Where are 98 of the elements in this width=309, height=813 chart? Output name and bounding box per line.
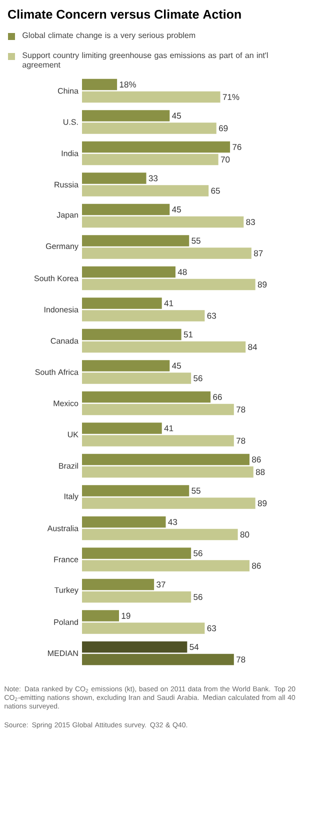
data-label: 56: [194, 375, 202, 382]
y-tick-label: France: [54, 556, 78, 562]
data-label: 69: [219, 125, 228, 132]
bar: [82, 454, 250, 466]
bar: [82, 528, 238, 540]
bar: [82, 204, 170, 216]
y-tick-label: Poland: [54, 619, 78, 625]
data-label: 83: [246, 219, 255, 226]
bar: [82, 216, 244, 228]
data-label: 41: [164, 425, 174, 432]
y-tick-label: MEDIAN: [48, 650, 78, 656]
y-tick-label: Russia: [54, 182, 78, 188]
y-tick-label: Brazil: [59, 462, 78, 469]
data-label: 88: [256, 469, 265, 476]
bar: [82, 141, 230, 153]
bar: [82, 266, 176, 278]
bar: [82, 278, 256, 290]
bar: [82, 560, 250, 572]
bar: [82, 391, 211, 403]
data-label: 43: [168, 519, 178, 526]
data-label: 86: [252, 456, 261, 463]
data-label: 63: [207, 312, 216, 319]
y-tick-label: China: [58, 88, 78, 94]
bar: [82, 435, 234, 446]
bar: [82, 516, 166, 528]
y-tick-label: India: [62, 150, 78, 156]
legend-label: Support country limiting greenhouse gas emissions as part of an int'l agreement: [22, 52, 268, 70]
data-label: 86: [252, 562, 261, 569]
y-tick-label: South Africa: [35, 369, 78, 375]
data-label: 78: [236, 406, 246, 413]
data-label: 51: [184, 332, 193, 338]
data-label: 80: [240, 532, 250, 538]
bar: [82, 466, 254, 478]
bar: [82, 422, 162, 434]
data-label: 33: [148, 175, 158, 182]
data-label: 76: [232, 144, 242, 150]
data-label: 45: [172, 206, 181, 212]
data-label: 56: [194, 594, 202, 600]
bar: [82, 328, 182, 340]
chart-title: Climate Concern versus Climate Action: [8, 10, 241, 19]
data-label: 56: [194, 550, 202, 556]
data-label: 89: [258, 282, 267, 288]
bar: [82, 185, 209, 196]
bar: [82, 404, 234, 416]
y-tick-label: South Korea: [34, 275, 78, 282]
data-label: 89: [258, 500, 267, 506]
bar: [82, 578, 154, 590]
data-label: 48: [178, 269, 187, 276]
y-tick-label: Canada: [50, 338, 78, 344]
data-label: 54: [190, 644, 199, 650]
data-label: 78: [236, 656, 246, 663]
bar: [82, 235, 190, 246]
y-tick-label: Italy: [64, 493, 78, 501]
y-tick-label: Indonesia: [44, 306, 78, 312]
y-tick-label: U.S.: [64, 119, 78, 125]
y-tick-label: Japan: [56, 212, 78, 220]
bar: [82, 110, 170, 122]
y-tick-label: Germany: [46, 243, 78, 251]
y-tick-label: Turkey: [54, 587, 78, 594]
bar: [82, 591, 192, 603]
bar: [82, 610, 119, 622]
data-label: 55: [192, 488, 200, 494]
data-label: 70: [220, 156, 230, 163]
bar: [82, 78, 118, 90]
bar: [82, 310, 205, 322]
bar: [82, 498, 256, 509]
bar: [82, 654, 234, 666]
data-label: 78: [236, 438, 246, 444]
data-label: 65: [211, 188, 220, 194]
data-label: 18%: [120, 82, 136, 88]
data-label: 55: [192, 238, 200, 244]
y-tick-label: UK: [68, 432, 78, 438]
bar: [82, 485, 190, 496]
data-label: 87: [254, 250, 263, 256]
data-label: 41: [164, 300, 174, 306]
bar: [82, 341, 246, 353]
data-label: 84: [248, 344, 258, 350]
data-label: 63: [207, 625, 216, 632]
bar: [82, 641, 188, 653]
bar: [82, 372, 192, 384]
data-label: 19: [122, 612, 130, 619]
data-label: 45: [172, 112, 181, 119]
legend-label: Global climate change is a very serious problem: [22, 32, 196, 40]
bar: [82, 298, 162, 309]
bar: [82, 548, 192, 559]
bar: [82, 172, 146, 184]
y-tick-label: Australia: [47, 525, 78, 532]
bar: [82, 122, 216, 134]
bar: [82, 154, 218, 166]
bar: [82, 622, 205, 634]
bar: [82, 360, 170, 372]
bar: [82, 91, 220, 103]
data-label: 66: [213, 394, 222, 400]
y-tick-label: Mexico: [54, 400, 78, 406]
data-label: 37: [156, 582, 166, 588]
data-label: 71%: [222, 94, 240, 100]
bar: [82, 248, 252, 259]
data-label: 45: [172, 362, 181, 369]
